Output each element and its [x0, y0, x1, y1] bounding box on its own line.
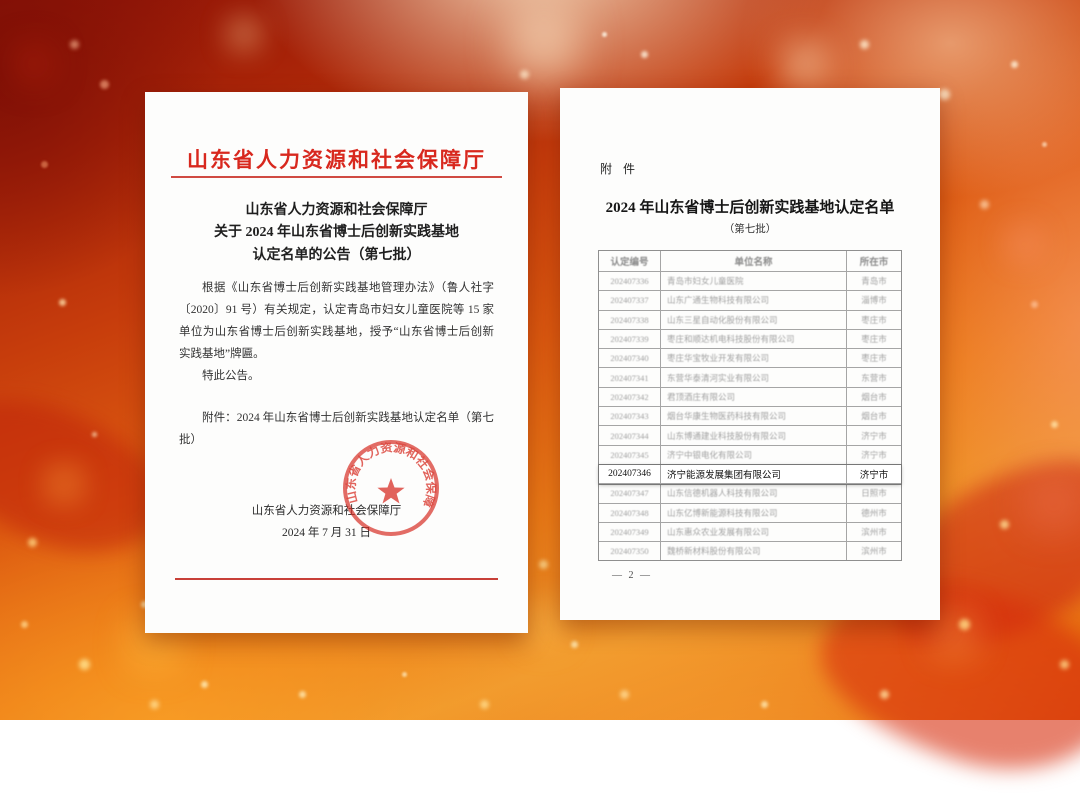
- cell-city: 济宁市: [847, 426, 901, 446]
- document-title-line2: 关于 2024 年山东省博士后创新实践基地: [214, 225, 459, 241]
- cell-code: 202407349: [599, 522, 661, 543]
- cell-city: 青岛市: [847, 272, 901, 292]
- table-row: 202407336 青岛市妇女儿童医院 青岛市: [599, 272, 901, 292]
- cell-code: 202407343: [599, 407, 661, 427]
- cell-code: 202407339: [599, 329, 661, 350]
- cell-code: 202407342: [599, 387, 661, 408]
- cell-city: 淄博市: [847, 291, 901, 311]
- cell-city: 日照市: [847, 484, 901, 504]
- cell-code: 202407350: [599, 542, 661, 561]
- page-number: — 2 —: [612, 570, 652, 581]
- cell-code: 202407341: [599, 368, 661, 388]
- cell-code: 202407337: [599, 291, 661, 311]
- cell-code: 202407336: [599, 272, 661, 292]
- cell-name: 魏桥新材料股份有限公司: [661, 542, 847, 561]
- footer-rule: [175, 578, 498, 580]
- cell-name: 君顶酒庄有限公司: [661, 387, 847, 408]
- cell-name: 山东广通生物科技有限公司: [661, 291, 847, 311]
- cell-code: 202407348: [599, 503, 661, 523]
- table-row: 202407342 君顶酒庄有限公司 烟台市: [599, 387, 901, 408]
- header-cell-code: 认定编号: [599, 251, 661, 272]
- document-title-line3: 认定名单的公告（第七批）: [252, 247, 421, 263]
- cell-city: 枣庄市: [847, 330, 901, 350]
- document-title-line1: 山东省人力资源和社会保障厅: [245, 203, 428, 218]
- cell-city: 济宁市: [847, 465, 901, 485]
- cell-city: 枣庄市: [847, 349, 901, 369]
- bokeh-sparkle-decoration: [0, 0, 5, 5]
- cell-city: 东营市: [847, 368, 901, 388]
- cell-name: 山东信德机器人科技有限公司: [661, 484, 847, 504]
- cell-code: 202407346: [599, 464, 661, 485]
- cell-name: 济宁能源发展集团有限公司: [661, 464, 847, 485]
- cell-name: 山东三星自动化股份有限公司: [661, 310, 847, 330]
- official-seal-icon: 山东省人力资源和社会保障厅: [341, 438, 439, 536]
- seal-star-icon: [377, 478, 405, 504]
- cell-code: 202407345: [599, 445, 661, 465]
- signature-date: 2024 年 7 月 31 日: [281, 527, 372, 539]
- table-row: 202407344 山东博通建业科技股份有限公司 济宁市: [599, 426, 901, 446]
- cell-code: 202407338: [599, 310, 661, 330]
- letterhead-title: 山东省人力资源和社会保障厅: [187, 148, 486, 172]
- seal-text: 山东省人力资源和社会保障厅: [341, 438, 438, 510]
- cell-city: 济宁市: [847, 446, 901, 465]
- cell-city: 烟台市: [847, 407, 901, 427]
- base-table-rows: 202407336 青岛市妇女儿童医院 青岛市 202407337 山东广通生物科技有限…: [599, 272, 901, 561]
- list-subtitle: （第七批）: [723, 224, 777, 235]
- document-body: 根据《山东省博士后创新实践基地管理办法》（鲁人社字〔2020〕91 号）有关规定…: [179, 277, 494, 452]
- table-row: 202407345 济宁中银电化有限公司 济宁市: [599, 445, 901, 465]
- cell-city: 滨州市: [861, 546, 887, 557]
- table-row: 202407347 山东信德机器人科技有限公司 日照市: [599, 484, 901, 504]
- cell-name: 济宁中银电化有限公司: [661, 445, 847, 465]
- table-header-row: 认定编号 单位名称 所在市: [599, 251, 901, 272]
- svg-text:山东省人力资源和社会保障厅: 山东省人力资源和社会保障厅: [341, 438, 438, 510]
- table-row: 202407338 山东三星自动化股份有限公司 枣庄市: [599, 310, 901, 330]
- cell-city: 滨州市: [847, 523, 901, 543]
- table-row: 202407349 山东惠众农业发展有限公司 滨州市: [599, 522, 901, 543]
- table-row: 202407343 烟台华康生物医药科技有限公司 烟台市: [599, 407, 901, 427]
- list-title: 2024 年山东省博士后创新实践基地认定名单: [605, 200, 895, 216]
- document-title: 山东省人力资源和社会保障厅 关于 2024 年山东省博士后创新实践基地 认定名单…: [145, 200, 528, 267]
- cell-code: 202407347: [599, 484, 661, 504]
- cell-name: 山东博通建业科技股份有限公司: [661, 426, 847, 446]
- table-row: 202407348 山东亿博新能源科技有限公司 德州市: [599, 503, 901, 523]
- base-table: 认定编号 单位名称 所在市 202407336 青岛市妇女儿童医院 青岛市 20240…: [598, 250, 902, 562]
- letterhead-rule: [171, 176, 502, 178]
- header-cell-city: 所在市: [847, 251, 901, 272]
- table-row: 202407337 山东广通生物科技有限公司 淄博市: [599, 291, 901, 311]
- table-row: 202407346 济宁能源发展集团有限公司 济宁市: [599, 464, 901, 485]
- cell-name: 青岛市妇女儿童医院: [661, 272, 847, 292]
- table-row: 202407339 枣庄和顺达机电科技股份有限公司 枣庄市: [599, 329, 901, 350]
- body-paragraph: 根据《山东省博士后创新实践基地管理办法》（鲁人社字〔2020〕91 号）有关规定…: [179, 282, 494, 361]
- header-cell-name: 单位名称: [661, 251, 847, 272]
- cell-city: 烟台市: [847, 388, 901, 408]
- attachment-reference: 附件：2024 年山东省博士后创新实践基地认定名单（第七批）: [179, 412, 494, 447]
- signature-block: 山东省人力资源和社会保障厅 2024 年 7 月 31 日 山东省人力资源和社会…: [145, 438, 528, 580]
- attachment-page: 附 件 2024 年山东省博士后创新实践基地认定名单 （第七批） 认定编号 单位…: [560, 88, 940, 620]
- body-paragraph: 特此公告。: [202, 370, 260, 383]
- table-row: 202407341 东营华泰清河实业有限公司 东营市: [599, 368, 901, 388]
- cell-code: 202407340: [599, 349, 661, 369]
- table-row: 202407350 魏桥新材料股份有限公司 滨州市: [599, 542, 901, 561]
- signer-name: 山东省人力资源和社会保障厅: [251, 505, 402, 517]
- cell-name: 烟台华康生物医药科技有限公司: [661, 407, 847, 427]
- cell-name: 山东亿博新能源科技有限公司: [661, 503, 847, 523]
- attachment-label: 附 件: [600, 162, 640, 176]
- cell-name: 山东惠众农业发展有限公司: [661, 522, 847, 543]
- cell-city: 德州市: [847, 504, 901, 523]
- table-row: 202407340 枣庄华宝牧业开发有限公司 枣庄市: [599, 349, 901, 369]
- cell-name: 东营华泰清河实业有限公司: [661, 368, 847, 388]
- cell-name: 枣庄华宝牧业开发有限公司: [661, 349, 847, 369]
- cell-code: 202407344: [599, 426, 661, 446]
- announcement-page: 山东省人力资源和社会保障厅 山东省人力资源和社会保障厅 关于 2024 年山东省…: [145, 92, 528, 633]
- cell-city: 枣庄市: [847, 311, 901, 330]
- cell-name: 枣庄和顺达机电科技股份有限公司: [661, 329, 847, 350]
